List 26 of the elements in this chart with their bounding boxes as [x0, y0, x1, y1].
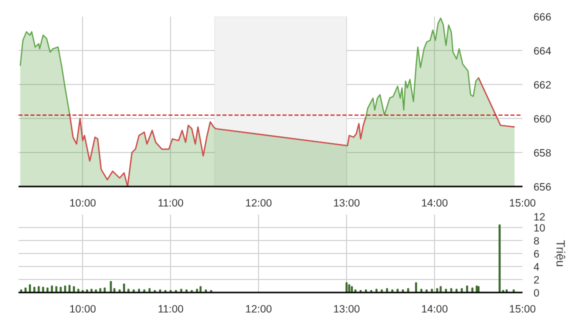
y-tick-label: 0 — [534, 288, 540, 300]
y-tick-label: 4 — [534, 262, 540, 274]
x-tick-label: 15:00 — [509, 304, 536, 316]
x-tick-label: 12:00 — [245, 304, 272, 316]
y-tick-label: 664 — [534, 46, 552, 58]
y-tick-label: 658 — [534, 148, 552, 160]
x-tick-label: 11:00 — [158, 304, 184, 316]
x-tick-label: 14:00 — [421, 304, 448, 316]
y-tick-label: 662 — [534, 80, 552, 92]
x-tick-label: 11:00 — [158, 198, 184, 210]
y-tick-label: 2 — [534, 274, 540, 286]
y-tick-label: 12 — [534, 212, 546, 224]
y-tick-label: 660 — [534, 114, 552, 126]
x-tick-label: 10:00 — [69, 304, 96, 316]
y-tick-label: 666 — [534, 12, 552, 24]
x-tick-label: 13:00 — [333, 304, 360, 316]
y-tick-label: 10 — [534, 222, 546, 234]
y-tick-label: 8 — [534, 236, 540, 248]
x-tick-label: 10:00 — [69, 198, 96, 210]
x-tick-label: 14:00 — [421, 198, 448, 210]
x-tick-label: 13:00 — [333, 198, 360, 210]
y-axis-title: Triệu — [553, 240, 568, 267]
y-tick-label: 6 — [534, 248, 540, 260]
x-tick-label: 12:00 — [245, 198, 272, 210]
y-tick-label: 656 — [534, 182, 552, 194]
x-tick-label: 15:00 — [509, 198, 536, 210]
